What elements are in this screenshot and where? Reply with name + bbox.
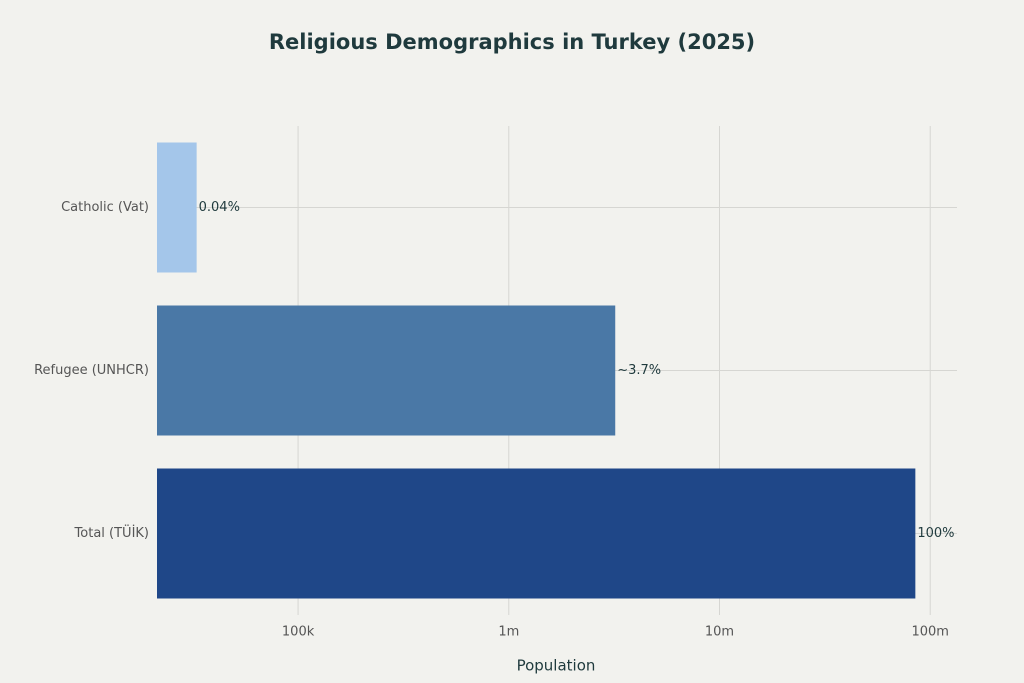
x-axis-label: Population	[517, 657, 596, 675]
x-tick-label: 100m	[911, 625, 948, 640]
bar	[157, 468, 916, 599]
data-label: 100%	[917, 526, 954, 541]
y-tick-label: Total (TÜİK)	[74, 524, 149, 541]
bar	[157, 142, 197, 273]
x-tick-label: 100k	[282, 625, 315, 640]
bar	[157, 305, 616, 436]
x-tick-label: 1m	[498, 625, 519, 640]
y-tick-label: Refugee (UNHCR)	[34, 363, 149, 378]
chart-title: Religious Demographics in Turkey (2025)	[269, 30, 755, 54]
y-tick-label: Catholic (Vat)	[61, 200, 149, 215]
x-tick-label: 10m	[705, 625, 734, 640]
data-label: 0.04%	[199, 200, 240, 215]
data-label: ~3.7%	[617, 363, 661, 378]
